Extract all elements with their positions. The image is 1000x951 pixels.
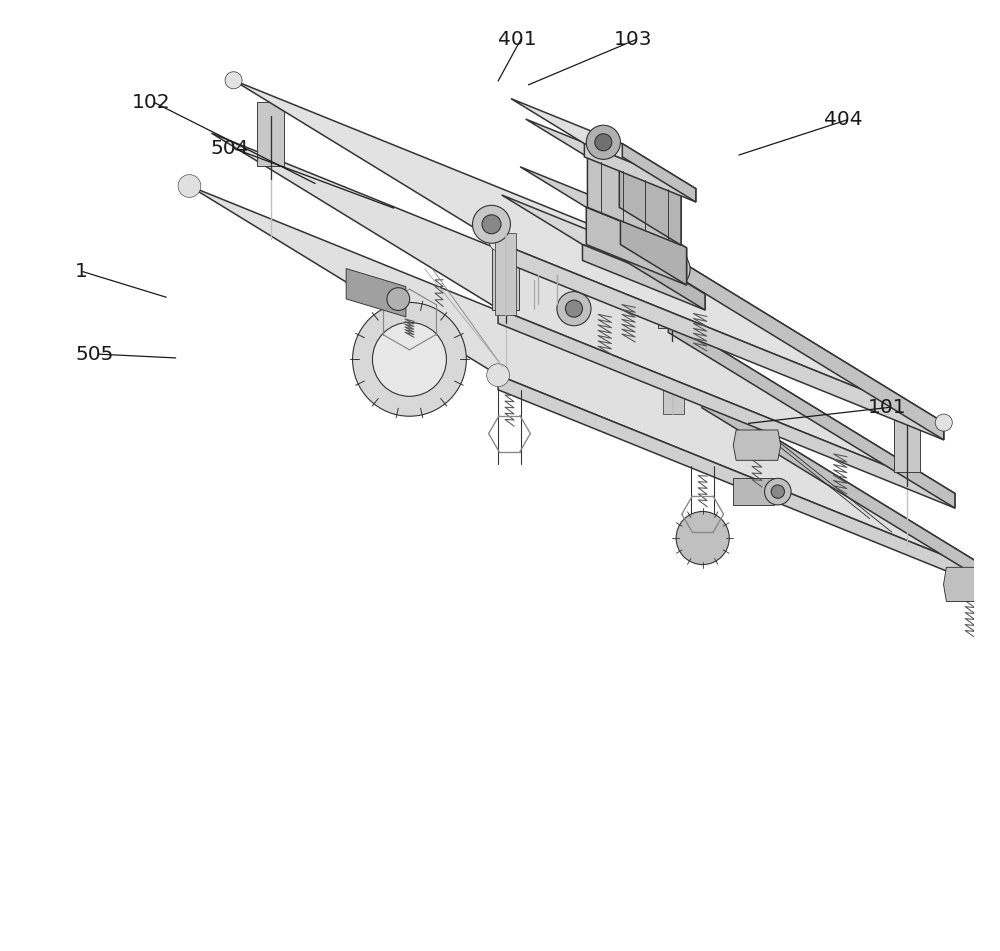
Polygon shape — [498, 376, 1000, 597]
Circle shape — [662, 260, 681, 279]
Circle shape — [353, 302, 466, 417]
Polygon shape — [702, 393, 1000, 597]
Circle shape — [387, 288, 410, 310]
Polygon shape — [511, 99, 696, 188]
Polygon shape — [894, 409, 920, 473]
Polygon shape — [624, 244, 705, 310]
Polygon shape — [663, 264, 684, 415]
Polygon shape — [668, 318, 955, 508]
Circle shape — [565, 301, 582, 318]
Polygon shape — [346, 268, 406, 317]
Polygon shape — [257, 103, 284, 166]
Polygon shape — [212, 133, 955, 494]
Text: 505: 505 — [75, 344, 114, 363]
Polygon shape — [495, 233, 516, 316]
Circle shape — [178, 175, 201, 198]
Circle shape — [490, 234, 507, 251]
Polygon shape — [498, 243, 944, 440]
Polygon shape — [733, 430, 781, 460]
Polygon shape — [582, 244, 705, 310]
Circle shape — [225, 71, 242, 88]
Circle shape — [586, 126, 620, 160]
Circle shape — [482, 215, 501, 234]
Circle shape — [935, 414, 952, 431]
Text: 401: 401 — [498, 29, 537, 49]
Polygon shape — [234, 80, 944, 422]
Polygon shape — [526, 119, 681, 195]
Polygon shape — [498, 309, 955, 508]
Circle shape — [652, 250, 690, 288]
Circle shape — [691, 381, 713, 404]
Text: 504: 504 — [211, 139, 249, 158]
Polygon shape — [586, 207, 687, 285]
Polygon shape — [658, 264, 685, 328]
Polygon shape — [584, 144, 696, 202]
Text: 101: 101 — [868, 398, 907, 417]
Text: 404: 404 — [824, 110, 863, 129]
Text: 1: 1 — [75, 262, 88, 281]
Text: 102: 102 — [132, 93, 171, 112]
Polygon shape — [619, 157, 681, 245]
Circle shape — [671, 252, 688, 269]
Polygon shape — [502, 195, 705, 294]
Polygon shape — [520, 166, 687, 248]
Circle shape — [676, 512, 729, 565]
Circle shape — [557, 292, 591, 326]
Polygon shape — [620, 207, 687, 285]
Circle shape — [473, 205, 510, 243]
Circle shape — [372, 322, 446, 397]
Polygon shape — [733, 478, 774, 505]
Polygon shape — [944, 568, 997, 601]
Circle shape — [765, 478, 791, 505]
Polygon shape — [679, 261, 944, 440]
Circle shape — [595, 134, 612, 151]
Polygon shape — [189, 186, 1000, 582]
Polygon shape — [587, 157, 681, 245]
Circle shape — [487, 364, 509, 386]
Polygon shape — [492, 246, 519, 310]
Circle shape — [771, 485, 784, 498]
Text: 103: 103 — [614, 29, 652, 49]
Polygon shape — [622, 144, 696, 202]
